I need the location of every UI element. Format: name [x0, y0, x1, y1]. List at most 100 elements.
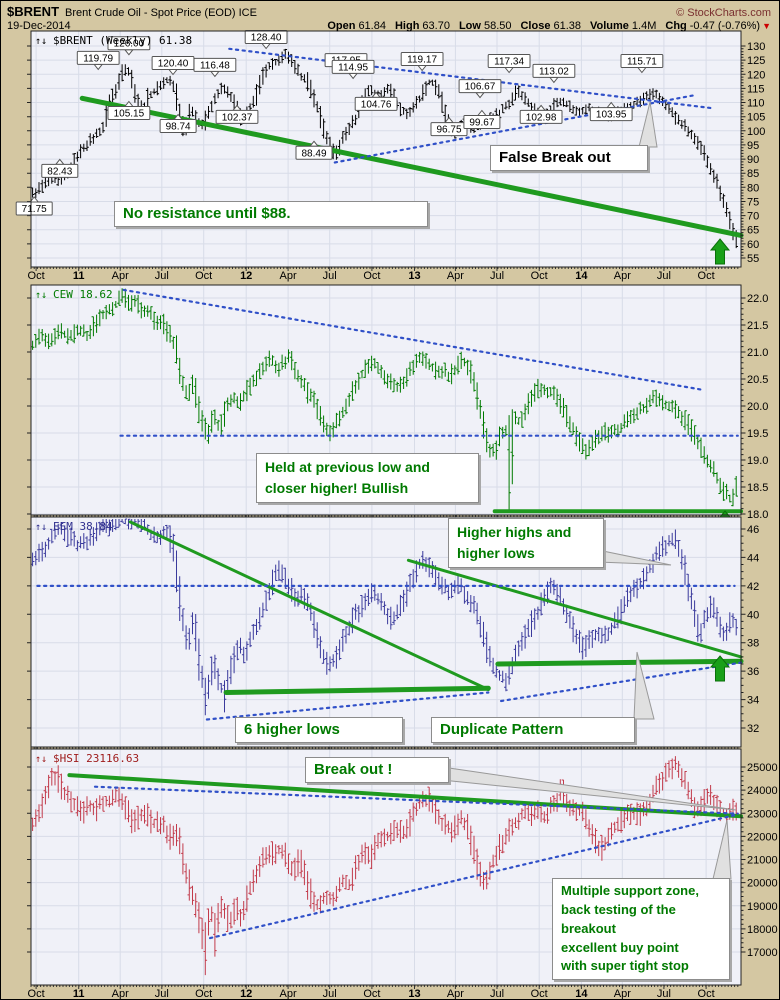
y-axis-label: 44 [747, 552, 759, 564]
price-label: 126.00 [114, 39, 145, 50]
x-axis-label: 14 [575, 270, 588, 282]
price-label: 128.40 [251, 33, 282, 44]
y-axis-label: 20.5 [747, 374, 768, 386]
price-label-box [620, 54, 664, 68]
price-bars [32, 756, 737, 976]
quote-stat-label: Open [327, 20, 356, 32]
green-trendline [67, 773, 743, 819]
pan-arrows-icon: ↑↓ [35, 290, 47, 301]
quote-stat-value: -0.47 (-0.76%) [689, 20, 761, 32]
y-axis-ticks [27, 766, 746, 953]
price-label: 119.79 [83, 53, 113, 64]
quote-stat-label: Low [458, 20, 481, 32]
y-axis-label: 46 [747, 524, 759, 536]
panel-title: EEM 38.84 [53, 520, 113, 533]
stockcharts-copyright: © StockCharts.com [676, 7, 771, 19]
price-label-box [589, 107, 633, 122]
x-axis-strip: Oct 11 Apr Jul Oct 12 Apr Jul Oct 13 Apr Jul Oct 14 Ap… [28, 988, 715, 1000]
quote-bar: Open 61.84 High 63.70 Low 58.50 Close 61.38 Volu… [318, 20, 771, 32]
header-row-quote: 19-Dec-2014 Open 61.84 High 63.70 Low 58.50 Cl… [1, 19, 779, 32]
panel-border [30, 30, 742, 268]
price-label: 103.95 [596, 110, 627, 121]
green-trendline [495, 658, 744, 667]
y-axis-label: 19.0 [747, 455, 768, 467]
annotation-false-break-out: False Break out [490, 145, 648, 171]
x-axis-label: Apr [280, 270, 297, 282]
y-axis-label: 100 [747, 126, 765, 138]
annotation-higher-highs-higher-lows: Higher highs and higher lows [448, 518, 604, 568]
price-label: 98.74 [166, 122, 191, 133]
y-axis-label: 25000 [747, 762, 778, 774]
price-label: 96.75 [436, 125, 461, 136]
x-axis-label: 12 [240, 270, 252, 282]
quote-stat-label: Chg [665, 20, 687, 32]
x-axis-label: Apr [112, 270, 129, 282]
annotation-duplicate-pattern: Duplicate Pattern [431, 717, 635, 743]
panel-title: $HSI 23116.63 [53, 752, 139, 765]
x-axis-label: 12 [240, 988, 252, 1000]
y-axis-label: 21.5 [747, 320, 768, 332]
pan-arrows-icon: ↑↓ [35, 754, 47, 765]
y-axis-label: 70 [747, 211, 759, 223]
x-axis-label: Oct [363, 988, 380, 1000]
price-label: 115.71 [627, 57, 657, 68]
open-close-ticks [30, 759, 738, 961]
x-axis-label: Oct [28, 270, 45, 282]
y-axis-ticks [27, 528, 746, 729]
x-axis-label: Jul [323, 270, 337, 282]
annotation-line: False Break out [499, 149, 611, 166]
price-label-box [400, 52, 444, 66]
y-axis-label: 75 [747, 197, 759, 209]
y-axis-label: 24000 [747, 785, 778, 797]
price-label-box [331, 59, 375, 74]
annotation-line: Multiple support zone, [561, 883, 699, 898]
price-label: 82.43 [47, 166, 72, 177]
y-axis-label: 42 [747, 581, 759, 593]
y-axis-label: 38 [747, 638, 759, 650]
annotation-line: higher lows [457, 545, 535, 561]
ticker-symbol: $BRENT [7, 4, 60, 19]
x-axis-label: Oct [28, 988, 45, 1000]
price-label-box [193, 57, 237, 72]
header-row-title: $BRENT Brent Crude Oil - Spot Price (EOD… [1, 1, 779, 19]
y-axis-label: 80 [747, 182, 759, 194]
y-axis-label: 23000 [747, 808, 778, 820]
green-trendline [223, 685, 491, 695]
open-close-ticks [30, 518, 738, 706]
dotted-trendline [333, 94, 695, 164]
x-axis-label: Oct [698, 270, 715, 282]
y-axis-ticks [27, 297, 746, 515]
y-axis-label: 65 [747, 225, 759, 237]
callout-tail-false-break-out [638, 101, 658, 148]
price-label-box [41, 163, 79, 178]
y-axis-label: 36 [747, 666, 759, 678]
price-label: 116.48 [200, 60, 230, 71]
y-axis-label: 22000 [747, 831, 778, 843]
y-axis-label: 125 [747, 55, 765, 67]
y-axis-label: 20000 [747, 878, 778, 890]
x-axis-label: Apr [614, 988, 631, 1000]
dotted-trendline [122, 288, 704, 391]
annotation-multiple-support-zone: Multiple support zone, back testing of th… [552, 878, 730, 981]
dotted-trendline [228, 47, 714, 110]
price-label: 120.40 [158, 59, 189, 70]
price-label: 119.17 [407, 55, 437, 66]
price-label-box [532, 63, 576, 78]
price-label: 113.02 [539, 66, 569, 77]
dotted-trendline [209, 813, 739, 940]
y-axis-label: 110 [747, 98, 765, 110]
y-axis-label: 19.5 [747, 428, 768, 440]
y-axis-label: 22.0 [747, 293, 768, 305]
y-axis-label: 120 [747, 69, 765, 81]
price-label: 88.49 [301, 148, 326, 159]
quote-stat-value: 63.70 [422, 20, 450, 32]
price-label: 102.37 [222, 112, 253, 123]
y-axis-label: 130 [747, 41, 765, 53]
panel-eem: 46 44 42 40 38 36 34 32 ↑↓ EEM 38.84 [27, 516, 759, 751]
y-axis-label: 19000 [747, 901, 778, 913]
price-label-box [487, 54, 531, 68]
x-axis-label: Apr [614, 270, 631, 282]
annotation-line: Higher highs and [457, 524, 572, 540]
y-axis-label: 95 [747, 140, 759, 152]
